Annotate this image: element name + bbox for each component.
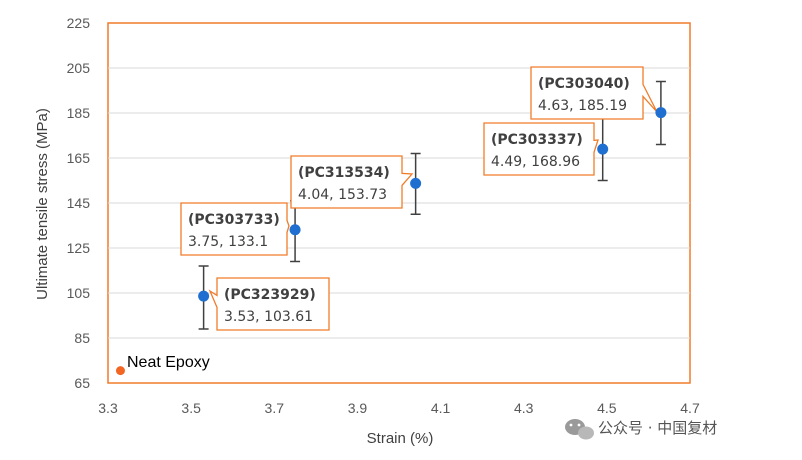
callout-id: (PC303733) bbox=[188, 212, 280, 228]
y-tick-label: 105 bbox=[67, 285, 91, 301]
y-tick-label: 145 bbox=[67, 195, 91, 211]
data-callout: (PC303337) 4.49, 168.96 bbox=[483, 122, 599, 176]
callout-id: (PC323929) bbox=[224, 287, 316, 303]
data-point bbox=[597, 143, 609, 155]
x-tick-label: 3.3 bbox=[98, 400, 118, 416]
legend-label: Neat Epoxy bbox=[127, 354, 210, 371]
legend: Neat Epoxy bbox=[127, 354, 210, 371]
callout-value: 3.75, 133.1 bbox=[188, 234, 268, 250]
callout-id: (PC303040) bbox=[538, 76, 630, 92]
watermark: 公众号 · 中国复材 bbox=[565, 419, 717, 440]
x-tick-label: 4.1 bbox=[431, 400, 451, 416]
y-axis-title: Ultimate tensile stress (MPa) bbox=[34, 108, 51, 300]
callout-box bbox=[530, 66, 658, 120]
x-tick-label: 4.5 bbox=[597, 400, 617, 416]
y-tick-label: 185 bbox=[67, 105, 91, 121]
x-tick-label: 3.5 bbox=[181, 400, 201, 416]
data-callout: (PC313534) 4.04, 153.73 bbox=[290, 155, 414, 209]
callout-id: (PC303337) bbox=[491, 132, 583, 148]
x-tick-labels: 3.3 3.5 3.7 3.9 4.1 4.3 4.5 4.7 bbox=[98, 400, 700, 416]
x-tick-label: 3.7 bbox=[265, 400, 285, 416]
y-tick-label: 165 bbox=[67, 150, 91, 166]
x-axis-title: Strain (%) bbox=[367, 430, 434, 447]
y-tick-label: 225 bbox=[67, 15, 91, 31]
wechat-icon bbox=[565, 419, 594, 440]
y-tick-labels: 65 85 105 125 145 165 185 205 225 bbox=[67, 15, 91, 391]
data-point bbox=[289, 224, 301, 236]
callout-id: (PC313534) bbox=[298, 165, 390, 181]
callout-box bbox=[208, 277, 330, 331]
x-tick-label: 3.9 bbox=[348, 400, 368, 416]
callout-box bbox=[290, 155, 414, 209]
neat-epoxy-point bbox=[115, 366, 125, 376]
data-point bbox=[198, 290, 210, 302]
y-tick-label: 85 bbox=[74, 330, 90, 346]
data-callout: (PC303733) 3.75, 133.1 bbox=[180, 202, 290, 256]
y-tick-label: 205 bbox=[67, 60, 91, 76]
watermark-text: 公众号 · 中国复材 bbox=[598, 419, 717, 437]
callout-value: 3.53, 103.61 bbox=[224, 309, 313, 325]
data-point bbox=[655, 107, 667, 119]
callout-box bbox=[180, 202, 290, 256]
y-tick-label: 125 bbox=[67, 240, 91, 256]
y-tick-label: 65 bbox=[74, 375, 90, 391]
callout-value: 4.63, 185.19 bbox=[538, 98, 627, 114]
data-point bbox=[410, 177, 422, 189]
data-points bbox=[115, 107, 667, 376]
x-tick-label: 4.7 bbox=[680, 400, 700, 416]
callout-value: 4.49, 168.96 bbox=[491, 154, 580, 170]
x-tick-label: 4.3 bbox=[514, 400, 534, 416]
callout-value: 4.04, 153.73 bbox=[298, 187, 387, 203]
data-callout: (PC323929) 3.53, 103.61 bbox=[208, 277, 330, 331]
data-callout: (PC303040) 4.63, 185.19 bbox=[530, 66, 658, 120]
data-callouts: (PC323929) 3.53, 103.61 (PC303733) 3.75, 13… bbox=[180, 66, 658, 331]
callout-box bbox=[483, 122, 599, 176]
